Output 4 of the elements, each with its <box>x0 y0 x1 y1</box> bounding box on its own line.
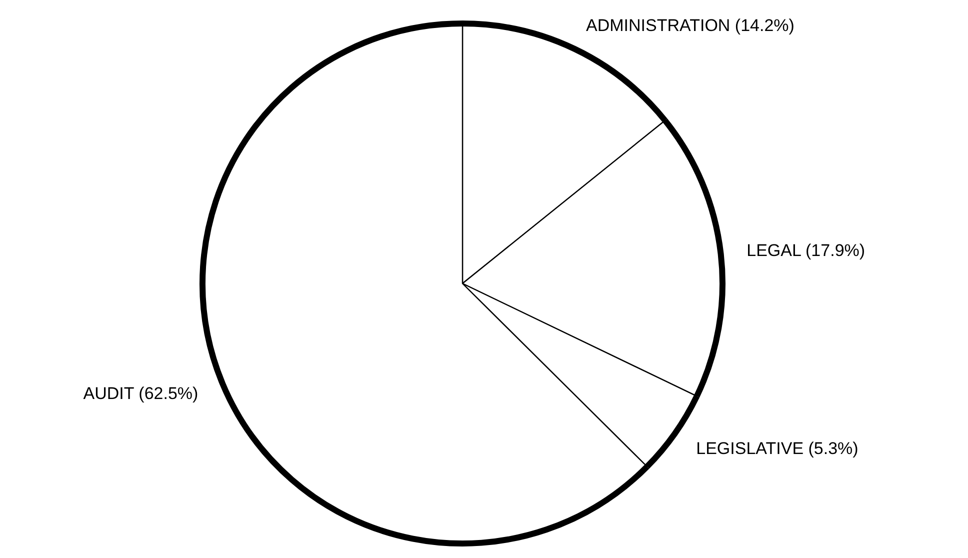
slice-label: LEGISLATIVE (5.3%) <box>696 438 858 458</box>
slice-label: ADMINISTRATION (14.2%) <box>586 16 794 36</box>
slice-label: AUDIT (62.5%) <box>83 384 198 403</box>
slice-label: LEGAL (17.9%) <box>746 241 866 260</box>
